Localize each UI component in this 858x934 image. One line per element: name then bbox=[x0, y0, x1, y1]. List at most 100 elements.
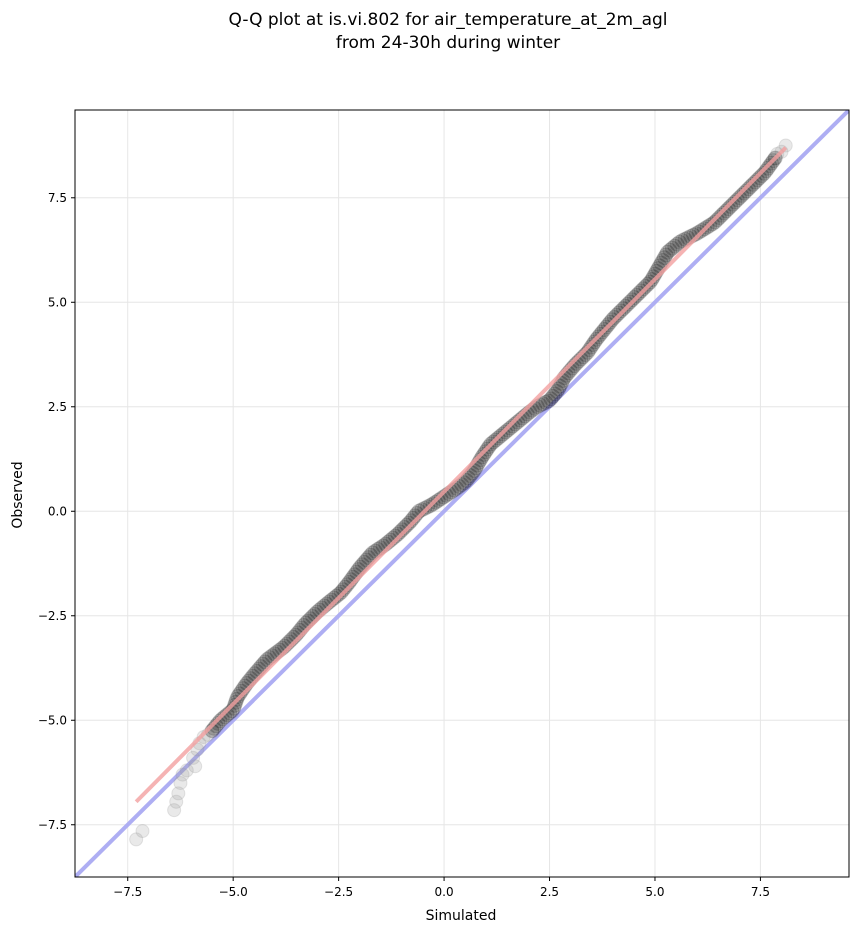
qq-point-210 bbox=[655, 252, 671, 268]
qq-point-248 bbox=[745, 176, 761, 192]
qq-point-249 bbox=[747, 174, 763, 190]
qq-point-235 bbox=[716, 205, 732, 221]
qq-point-157 bbox=[551, 381, 567, 397]
y-tick-label-6: 7.5 bbox=[48, 191, 67, 205]
qq-point-158 bbox=[552, 378, 568, 394]
qq-point-118 bbox=[464, 465, 480, 481]
qq-point-232 bbox=[709, 212, 725, 228]
x-tick-label-5: 5.0 bbox=[645, 885, 664, 899]
qq-point-236 bbox=[718, 203, 734, 219]
qq-point-237 bbox=[720, 201, 736, 217]
qq-point-215 bbox=[664, 240, 680, 256]
qq-point-77 bbox=[365, 545, 381, 561]
qq-point-216 bbox=[667, 238, 683, 254]
reference-line-1to1 bbox=[75, 110, 849, 877]
qq-point-242 bbox=[731, 190, 747, 206]
qq-point-149 bbox=[532, 397, 548, 413]
x-axis-ticks: −7.5 −5.0 −2.5 0.0 2.5 5.0 7.5 bbox=[113, 877, 770, 899]
qq-point-154 bbox=[545, 388, 561, 404]
qq-point-faded-8 bbox=[188, 759, 203, 774]
qq-point-faded-6 bbox=[175, 767, 190, 782]
qq-point-214 bbox=[662, 242, 678, 258]
qq-point-218 bbox=[672, 234, 688, 250]
x-tick-label-2: −2.5 bbox=[324, 885, 353, 899]
qq-point-243 bbox=[734, 187, 750, 203]
qq-point-252 bbox=[754, 167, 770, 183]
y-axis-label: Observed bbox=[10, 461, 26, 528]
qq-point-15 bbox=[232, 686, 248, 702]
qq-point-faded-0 bbox=[129, 832, 144, 847]
y-axis-ticks: −7.5 −5.0 −2.5 0.0 2.5 5.0 7.5 bbox=[38, 191, 75, 832]
qq-point-61 bbox=[333, 584, 349, 600]
qq-point-124 bbox=[474, 449, 490, 465]
qq-point-240 bbox=[727, 194, 743, 210]
qq-point-211 bbox=[656, 250, 672, 266]
qq-point-63 bbox=[337, 579, 353, 595]
qq-point-253 bbox=[756, 165, 772, 181]
qq-point-99 bbox=[417, 500, 433, 516]
qq-point-87 bbox=[390, 526, 406, 542]
qq-point-204 bbox=[645, 269, 661, 285]
qq-point-91 bbox=[399, 517, 415, 533]
y-tick-label-0: −7.5 bbox=[38, 818, 67, 832]
qq-point-213 bbox=[660, 244, 676, 260]
qq-point-241 bbox=[729, 192, 745, 208]
qq-point-155 bbox=[547, 386, 563, 402]
qq-point-244 bbox=[736, 185, 752, 201]
x-tick-label-3: 0.0 bbox=[435, 885, 454, 899]
qq-point-5 bbox=[214, 711, 230, 727]
qq-point-105 bbox=[433, 491, 449, 507]
chart-title-line-1: Q-Q plot at is.vi.802 for air_temperatur… bbox=[228, 10, 667, 30]
y-tick-label-4: 2.5 bbox=[48, 400, 67, 414]
qq-point-250 bbox=[749, 172, 765, 188]
qq-point-254 bbox=[758, 163, 774, 179]
qq-point-faded-12 bbox=[196, 729, 211, 744]
qq-point-247 bbox=[743, 179, 759, 195]
qq-point-138 bbox=[505, 418, 521, 434]
qq-point-104 bbox=[430, 492, 446, 508]
x-tick-label-1: −5.0 bbox=[219, 885, 248, 899]
qq-point-115 bbox=[458, 472, 474, 488]
qq-point-251 bbox=[752, 170, 768, 186]
qq-point-139 bbox=[507, 416, 523, 432]
qq-point-76 bbox=[363, 547, 379, 563]
y-tick-label-2: −2.5 bbox=[38, 609, 67, 623]
qq-point-153 bbox=[543, 391, 559, 407]
qq-point-93 bbox=[403, 513, 419, 529]
qq-point-faded-7 bbox=[179, 763, 194, 778]
qq-point-faded-3 bbox=[169, 794, 184, 809]
qq-point-faded-4 bbox=[171, 786, 186, 801]
qq-point-233 bbox=[711, 210, 727, 226]
qq-point-203 bbox=[644, 272, 660, 288]
qq-point-28 bbox=[257, 654, 273, 670]
qq-point-156 bbox=[549, 384, 565, 400]
qq-point-152 bbox=[541, 393, 557, 409]
qq-point-117 bbox=[462, 468, 478, 484]
chart-title-line-2: from 24-30h during winter bbox=[336, 33, 560, 53]
y-tick-label-3: 0.0 bbox=[48, 504, 67, 518]
x-tick-label-4: 2.5 bbox=[540, 885, 559, 899]
qq-point-90 bbox=[396, 520, 412, 536]
grid-lines bbox=[75, 110, 849, 877]
qq-point-74 bbox=[358, 552, 374, 568]
qq-point-89 bbox=[394, 522, 410, 538]
qq-point-62 bbox=[335, 582, 351, 598]
qq-point-174 bbox=[583, 339, 599, 355]
qq-point-112 bbox=[451, 478, 467, 494]
qq-point-212 bbox=[658, 247, 674, 263]
qq-point-246 bbox=[740, 181, 756, 197]
qq-point-4 bbox=[212, 713, 228, 729]
qq-point-151 bbox=[538, 394, 554, 410]
qq-point-faded-2 bbox=[167, 803, 182, 818]
plot-frame bbox=[74, 109, 850, 878]
x-tick-label-6: 7.5 bbox=[751, 885, 770, 899]
qq-point-224 bbox=[688, 226, 704, 242]
x-axis-label: Simulated bbox=[426, 908, 497, 924]
qq-point-88 bbox=[392, 524, 408, 540]
qq-point-faded-1 bbox=[135, 824, 150, 839]
qq-point-238 bbox=[723, 198, 739, 214]
x-tick-label-0: −7.5 bbox=[113, 885, 142, 899]
qq-point-3 bbox=[210, 715, 226, 731]
qq-point-113 bbox=[454, 477, 470, 493]
